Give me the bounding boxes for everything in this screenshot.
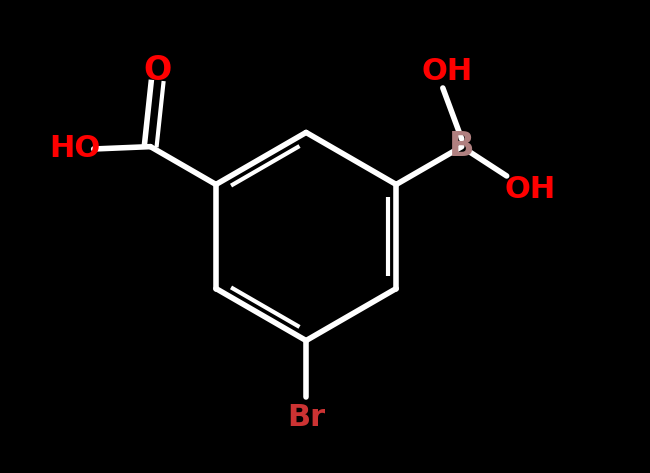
Text: O: O xyxy=(144,53,172,87)
Text: B: B xyxy=(449,130,474,163)
Text: OH: OH xyxy=(504,175,556,204)
Text: Br: Br xyxy=(287,403,325,432)
Text: OH: OH xyxy=(422,57,473,87)
Text: HO: HO xyxy=(49,134,100,164)
